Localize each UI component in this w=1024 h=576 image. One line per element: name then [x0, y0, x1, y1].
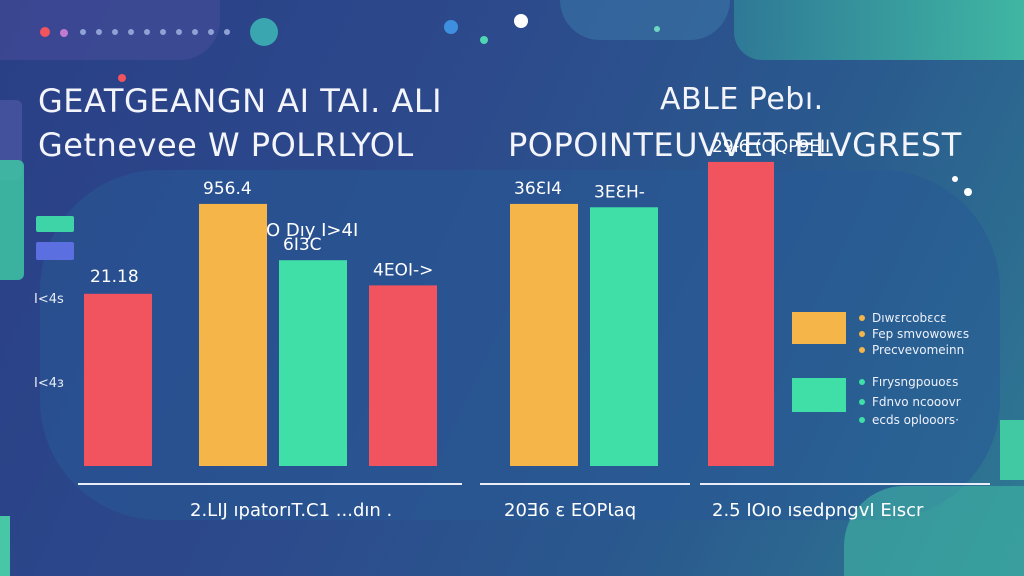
legend-entry: Fdnvo ncooovr [872, 395, 961, 409]
decor-dot [964, 188, 972, 196]
legend-entry: Fırysngpouoɛs [872, 375, 958, 389]
bar-value-label: 4EOI-> [373, 260, 433, 280]
page-title-line-2: Getnevee W POLRLYOL [38, 126, 414, 164]
group-label: 2.5 IOıo ısedpngvI Eıscr [712, 500, 924, 521]
bar [369, 285, 437, 466]
page-title-line-1: GEATGEANGN AI TAI. ALI [38, 82, 443, 120]
legend-entry: Fep smvowowɛs [872, 327, 969, 341]
bar-value-label: 29Ɨ6 (OQP9EII [712, 137, 830, 157]
legend-swatch-purple [36, 242, 74, 260]
bar-value-label: 21.18 [90, 267, 139, 287]
decor-dot [444, 20, 458, 34]
group-title: O Dıy I>4I [266, 220, 358, 241]
legend-bullet [859, 331, 865, 337]
bar [199, 203, 267, 467]
right-title-line-1: ABLE Pebı. [660, 82, 824, 117]
legend-entry: ecds oplooors· [872, 413, 959, 427]
bar [84, 293, 152, 466]
legend-bullet [859, 315, 865, 321]
legend-swatch-green [36, 216, 74, 232]
bar-value-label: 6I3C [283, 235, 322, 255]
decor-dot [514, 14, 528, 28]
y-tick-label: I<4ɜ [34, 376, 64, 391]
bar [279, 260, 347, 466]
legend-swatch [792, 378, 846, 412]
legend-swatch [792, 312, 846, 344]
group-label: 20Ǝ6 ɛ EOPƖaq [504, 500, 636, 521]
decor-dot [250, 18, 278, 46]
bar-value-label: 956.4 [203, 179, 252, 199]
right-title-line-2: POPOINTEUVVET ELVGREST [508, 126, 962, 164]
decor-dot [118, 74, 126, 82]
decor-dot [654, 26, 660, 32]
legend-bullet [859, 417, 865, 423]
legend-entry: Precvevomeinn [872, 343, 964, 357]
legend-entry: Dıwɛrcobɛcɛ [872, 311, 947, 325]
decor-dot [480, 36, 488, 44]
bar-value-label: 3EƐH- [594, 182, 645, 202]
bar [510, 203, 578, 467]
y-tick-label: I<4s [34, 292, 64, 307]
legend-bullet [859, 399, 865, 405]
decor-dot [60, 29, 68, 37]
bar [708, 161, 774, 467]
bar [590, 207, 658, 466]
decor-dot-row [80, 29, 240, 35]
legend-bullet [859, 379, 865, 385]
decor-dot [40, 27, 50, 37]
bar-value-label: 36ƐI4 [514, 179, 562, 199]
legend-bullet [859, 347, 865, 353]
group-label: 2.LIJ ıpatorıT.C1 ...dın . [190, 500, 392, 521]
decor-dot [952, 176, 958, 182]
